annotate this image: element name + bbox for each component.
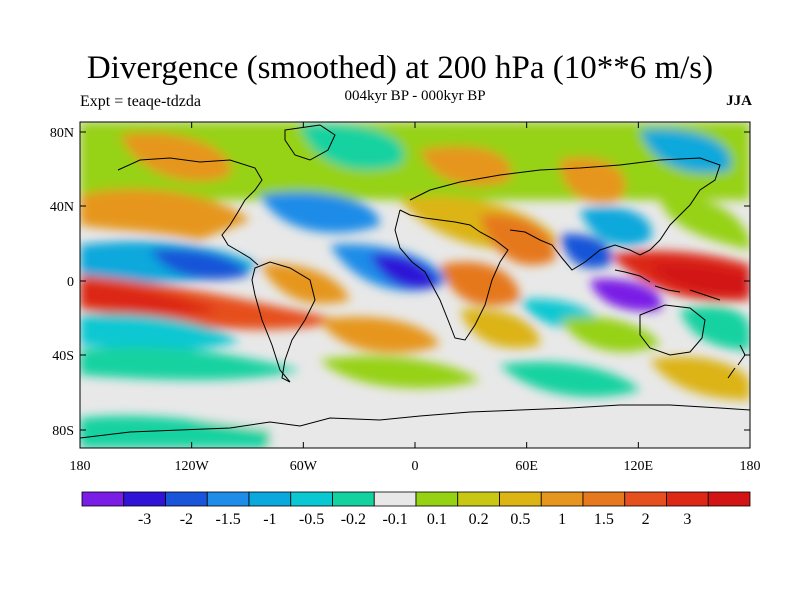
coastline-greenland (284, 124, 336, 161)
field-patch (440, 261, 520, 306)
field-patch (590, 279, 662, 311)
field-patch (460, 309, 540, 349)
chart-subtitle: 004kyr BP - 000kyr BP (344, 88, 486, 104)
lat-tick-label: 0 (67, 275, 74, 290)
lat-tick-label: 80N (50, 126, 74, 141)
season-label: JJA (726, 93, 752, 109)
field-patch (80, 189, 250, 240)
colorbar-swatch (81, 491, 125, 507)
colorbar-swatch (290, 491, 333, 507)
lon-tick-label: 0 (412, 459, 419, 474)
coastline-antarctica (80, 404, 750, 439)
coastline-europe-africa (394, 209, 509, 341)
field-patch (640, 129, 732, 174)
colorbar-swatch (165, 491, 208, 507)
lon-tick-label: 180 (740, 459, 761, 474)
colorbar: -3 -2 -1.5 -1 -0.5 -0.2 -0.1 0.1 0.2 0.5 1 1.5 2 3 (81, 491, 751, 528)
field-patch (320, 316, 440, 353)
colorbar-label: 3 (683, 511, 691, 528)
colorbar-label: -0.2 (341, 511, 366, 528)
field-patch (560, 157, 626, 204)
colorbar-swatch (707, 491, 751, 507)
field-patch (300, 124, 404, 171)
field-patch (260, 191, 380, 233)
coastlines (80, 124, 750, 439)
field-patch (660, 197, 750, 250)
lon-tick-label: 120E (624, 459, 654, 474)
lat-tick-label: 40N (50, 200, 74, 215)
colorbar-label: -2 (180, 511, 193, 528)
field-patch (120, 132, 232, 182)
colorbar-swatch (248, 491, 292, 507)
field-patch (580, 206, 652, 246)
field-patch (500, 361, 640, 397)
field-patch (420, 146, 512, 186)
colorbar-swatch (582, 491, 626, 507)
colorbar-label: 1 (558, 511, 566, 528)
colorbar-label: -0.5 (299, 511, 324, 528)
map-area (80, 122, 750, 448)
colorbar-swatch (332, 491, 375, 507)
field-patch (80, 415, 270, 448)
field-patch (320, 356, 480, 389)
colorbar-label: -3 (138, 511, 151, 528)
experiment-label: Expt = teaqe-tdzda (80, 93, 201, 110)
lon-tick-label: 60E (515, 459, 538, 474)
field-patch (680, 306, 750, 350)
field-patch (650, 356, 750, 400)
colorbar-swatch (540, 491, 584, 507)
lon-tick-label: 120W (175, 459, 210, 474)
colorbar-swatch (123, 491, 166, 507)
field-patch (370, 253, 440, 289)
field-patch (80, 313, 240, 350)
colorbar-label: -1 (263, 511, 276, 528)
colorbar-swatch (457, 491, 500, 507)
lat-tick-label: 80S (52, 424, 74, 439)
chart-title: Divergence (smoothed) at 200 hPa (10**6 … (86, 50, 714, 86)
colorbar-swatch (624, 491, 667, 507)
field-patch (150, 248, 250, 280)
field-patch (80, 346, 300, 380)
colorbar-swatch (206, 491, 250, 507)
lon-tick-label: 180 (70, 459, 91, 474)
colorbar-label: -1.5 (215, 511, 240, 528)
field-patch (560, 316, 660, 352)
colorbar-swatch (499, 491, 542, 507)
colorbar-label: 2 (642, 511, 650, 528)
colorbar-swatch (415, 491, 459, 507)
coastline-south-america (251, 261, 316, 383)
divergence-field (80, 122, 750, 448)
lon-tick-label: 60W (290, 459, 318, 474)
colorbar-label: -0.1 (382, 511, 407, 528)
coastline-maritime-continent (614, 269, 721, 301)
field-patch (480, 214, 556, 265)
colorbar-swatch (666, 491, 709, 507)
field-patch (650, 263, 750, 295)
colorbar-label: 0.2 (469, 511, 489, 528)
coastline-north-america (117, 157, 263, 266)
axis-ticks (79, 122, 751, 448)
field-patch (260, 264, 350, 304)
field-patch (80, 280, 220, 315)
colorbar-label: 0.1 (427, 511, 447, 528)
colorbar-label: 0.5 (510, 511, 530, 528)
coastline-australia (639, 304, 706, 356)
colorbar-label: 1.5 (594, 511, 614, 528)
coastline-eurasia (409, 157, 721, 271)
axis-labels: 80N 40N 0 40S 80S 180 120W 60W 0 60E 120E 180 (50, 126, 761, 474)
colorbar-swatch (373, 491, 417, 507)
lat-tick-label: 40S (52, 349, 74, 364)
field-patch (560, 234, 612, 269)
